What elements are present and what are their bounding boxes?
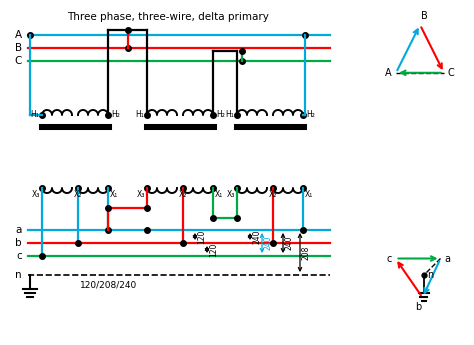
Text: H₁: H₁ [135, 109, 144, 118]
Text: 208: 208 [302, 245, 311, 260]
Text: A: A [385, 68, 392, 78]
Text: C: C [448, 68, 455, 78]
Text: X₂: X₂ [269, 190, 277, 199]
Text: c: c [16, 251, 22, 261]
Text: B: B [421, 11, 428, 21]
Text: b: b [415, 302, 422, 312]
Text: c: c [386, 254, 392, 264]
Text: X₃: X₃ [32, 190, 40, 199]
Text: X₂: X₂ [179, 190, 187, 199]
Text: X₃: X₃ [137, 190, 145, 199]
Text: X₃: X₃ [227, 190, 235, 199]
Text: 120: 120 [197, 229, 206, 244]
Text: H₁: H₁ [225, 109, 234, 118]
Text: a: a [16, 225, 22, 235]
Text: 120/208/240: 120/208/240 [80, 280, 137, 289]
Text: X₁: X₁ [305, 190, 313, 199]
Text: b: b [15, 238, 22, 248]
Text: 120: 120 [209, 242, 218, 257]
Text: a: a [445, 254, 450, 264]
Text: H₂: H₂ [216, 109, 225, 118]
Text: B: B [15, 43, 22, 53]
Text: 240: 240 [285, 236, 294, 250]
Text: 240: 240 [252, 229, 261, 244]
Text: H₁: H₁ [30, 109, 39, 118]
Text: H₂: H₂ [306, 109, 315, 118]
Text: X₁: X₁ [110, 190, 118, 199]
Text: H₂: H₂ [111, 109, 120, 118]
Text: C: C [15, 56, 22, 66]
Text: X₁: X₁ [215, 190, 223, 199]
Text: n: n [427, 270, 433, 280]
Text: 240: 240 [264, 236, 273, 250]
Text: n: n [15, 270, 22, 280]
Text: A: A [15, 30, 22, 40]
Text: Three phase, three-wire, delta primary: Three phase, three-wire, delta primary [67, 12, 269, 22]
Text: X₂: X₂ [74, 190, 82, 199]
